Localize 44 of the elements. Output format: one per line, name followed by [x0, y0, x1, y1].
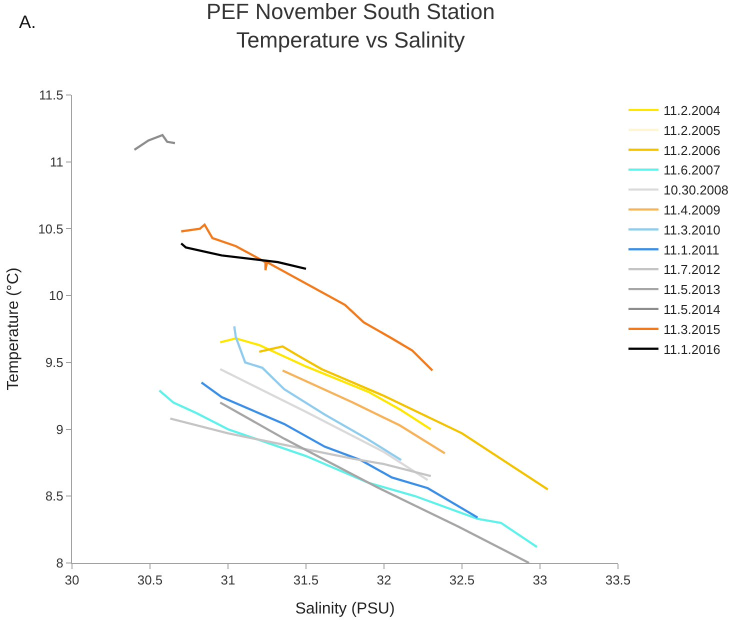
line-series: [169, 417, 432, 478]
line-series: [219, 337, 432, 430]
legend-label: 11.6.2007: [663, 162, 720, 178]
line-series: [180, 224, 434, 372]
y-tick-label: 8: [56, 556, 64, 571]
legend-label: 10.30.2008: [663, 182, 729, 198]
legend-label: 11.7.2012: [663, 262, 720, 278]
y-tick-label: 11: [50, 154, 64, 170]
x-tick-label: 30.5: [137, 572, 163, 588]
legend-label: 11.5.2014: [663, 302, 720, 318]
y-tick-label: 10.5: [38, 221, 64, 236]
legend-label: 11.5.2013: [663, 282, 720, 298]
legend-label: 11.4.2009: [663, 202, 720, 218]
line-series: [233, 325, 402, 462]
line-series: [282, 369, 446, 454]
line-series: [180, 242, 308, 270]
line-series: [158, 389, 538, 548]
x-tick-label: 31.5: [293, 572, 319, 588]
line-series: [219, 368, 429, 482]
x-tick-label: 32: [376, 572, 392, 588]
line-series: [133, 134, 176, 151]
line-series: [200, 381, 479, 519]
legend-label: 11.3.2010: [663, 222, 720, 238]
text: A.: [19, 12, 36, 32]
legend-label: 11.1.2016: [663, 342, 720, 357]
x-axis-title: Salinity (PSU): [295, 600, 395, 618]
y-axis-title: Temperature (°C): [4, 268, 22, 390]
x-tick-label: 31: [220, 572, 236, 588]
y-tick-label: 10: [48, 288, 64, 304]
y-tick-label: 9: [56, 422, 64, 437]
legend-label: 11.2.2006: [663, 142, 720, 158]
legend-label: 11.2.2005: [663, 122, 720, 138]
x-tick-label: 30: [64, 572, 80, 588]
y-tick-label: 9.5: [45, 354, 64, 370]
x-tick-label: 33: [532, 572, 548, 588]
y-tick-label: 8.5: [45, 488, 64, 504]
chart-title: PEF November South Station Temperature vs Salinity: [206, 0, 495, 52]
x-tick-label: 32.5: [449, 572, 475, 588]
x-tick-label: 33.5: [605, 572, 631, 588]
legend-label: 11.1.2011: [663, 242, 720, 258]
legend-label: 11.2.2004: [663, 103, 720, 118]
legend-label: 11.3.2015: [663, 322, 720, 337]
y-tick-label: 11.5: [39, 88, 64, 103]
line-series: [258, 345, 549, 491]
